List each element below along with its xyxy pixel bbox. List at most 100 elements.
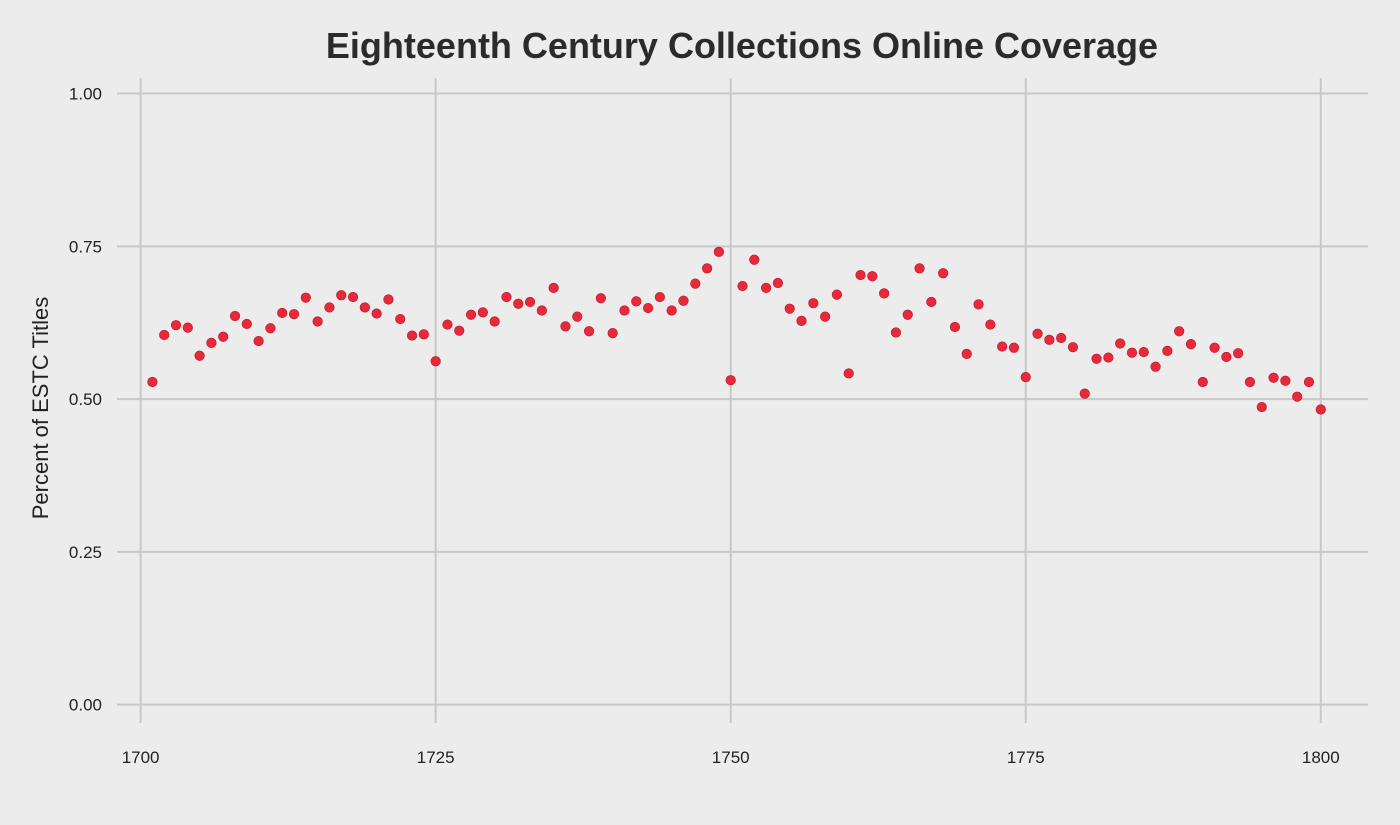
data-point (1315, 404, 1326, 415)
data-point (1138, 346, 1149, 358)
data-point (1115, 338, 1126, 349)
data-point (1280, 375, 1291, 386)
y-tick-label: 1.00 (69, 85, 102, 104)
data-point (1292, 391, 1303, 402)
data-point (831, 289, 843, 300)
data-point (170, 320, 182, 331)
data-point (536, 305, 547, 316)
data-point (690, 278, 701, 289)
data-point (395, 313, 406, 325)
data-point (560, 321, 571, 332)
data-point (926, 296, 937, 308)
data-point (371, 308, 382, 319)
data-point (1056, 332, 1067, 344)
data-point (277, 307, 288, 319)
data-point (442, 319, 453, 330)
data-point (985, 319, 996, 330)
data-point (619, 305, 630, 316)
data-point (430, 356, 441, 367)
data-point (572, 311, 583, 322)
data-point (642, 302, 654, 314)
data-point (1020, 372, 1031, 383)
x-tick-label: 1800 (1302, 748, 1340, 767)
data-point (1197, 376, 1208, 388)
data-point (288, 309, 300, 320)
chart-title: Eighteenth Century Collections Online Co… (326, 25, 1158, 66)
x-tick-label: 1750 (712, 748, 750, 767)
data-point (1185, 339, 1197, 350)
data-point (229, 310, 241, 322)
data-point (206, 337, 217, 348)
data-point (418, 329, 429, 340)
data-point (324, 302, 335, 313)
data-point (253, 335, 264, 347)
data-point (147, 376, 158, 388)
data-point (1244, 376, 1256, 388)
y-tick-label: 0.50 (69, 390, 102, 409)
data-point (1268, 372, 1279, 383)
data-point (914, 263, 925, 274)
data-point (1103, 352, 1114, 363)
data-point (938, 268, 949, 279)
data-point (1091, 353, 1102, 364)
data-point (1067, 342, 1079, 353)
data-point (454, 325, 465, 336)
data-point (843, 368, 854, 379)
data-point (406, 330, 418, 341)
data-point (1008, 342, 1020, 353)
data-point (347, 291, 359, 303)
data-point (1221, 351, 1232, 363)
data-point (241, 318, 252, 330)
data-point (855, 269, 866, 281)
data-point (796, 315, 807, 326)
data-point (383, 294, 394, 305)
data-point (194, 350, 205, 361)
y-tick-label: 0.25 (69, 543, 102, 562)
y-tick-labels: 0.00 0.25 0.50 0.75 1.00 (69, 85, 102, 715)
data-point (784, 303, 795, 314)
data-point (666, 305, 677, 316)
data-point (678, 295, 689, 306)
data-point (701, 263, 713, 274)
data-point (808, 298, 819, 309)
data-point (1256, 401, 1267, 413)
data-point (820, 311, 831, 322)
data-point (879, 288, 890, 299)
data-point (312, 316, 323, 327)
data-point (1150, 361, 1161, 372)
data-point (1174, 326, 1185, 337)
data-point (1044, 334, 1055, 345)
y-tick-label: 0.00 (69, 696, 102, 715)
data-point (1303, 376, 1315, 388)
data-point (761, 282, 772, 293)
data-point (583, 326, 595, 337)
data-point (949, 321, 961, 333)
data-point (513, 298, 524, 309)
x-tick-label: 1725 (417, 748, 455, 767)
y-tick-label: 0.75 (69, 237, 102, 256)
data-point (772, 277, 784, 289)
data-point (654, 291, 665, 303)
data-point (501, 291, 512, 303)
data-point (359, 302, 370, 313)
data-point (902, 309, 913, 320)
data-point (336, 290, 347, 301)
y-gridlines (117, 92, 1368, 706)
data-point (1126, 347, 1138, 358)
data-point (631, 296, 642, 307)
y-axis-label: Percent of ESTC Titles (28, 297, 53, 520)
data-point (1162, 345, 1173, 356)
data-point (182, 322, 193, 333)
data-point (218, 331, 229, 342)
data-point (300, 292, 311, 303)
data-point (465, 309, 477, 320)
data-point (749, 254, 760, 265)
data-point (1209, 342, 1220, 353)
x-tick-labels: 1700 1725 1750 1775 1800 (122, 748, 1340, 767)
data-points (147, 246, 1326, 415)
data-point (265, 323, 276, 334)
data-point (477, 307, 488, 318)
data-point (867, 271, 878, 282)
data-point (973, 299, 984, 310)
